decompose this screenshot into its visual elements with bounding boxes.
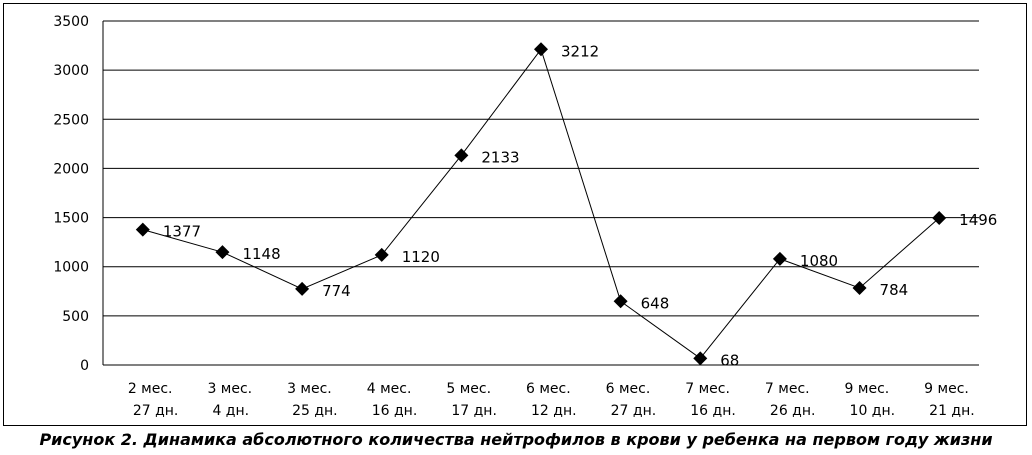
chart-frame — [3, 3, 1027, 426]
x-tick-label: 17 дн. — [451, 403, 497, 419]
figure-caption: Рисунок 2. Динамика абсолютного количест… — [39, 430, 993, 449]
data-label: 1377 — [163, 223, 201, 241]
data-label: 774 — [322, 282, 351, 300]
data-label: 3212 — [561, 42, 599, 60]
y-tick-label: 1000 — [53, 260, 89, 276]
y-tick-label: 1500 — [53, 211, 89, 227]
x-tick-label: 9 мес. — [924, 381, 969, 397]
data-label: 2133 — [481, 148, 519, 166]
x-tick-label: 5 мес. — [446, 381, 491, 397]
x-tick-label: 21 дн. — [929, 403, 975, 419]
x-tick-label: 7 мес. — [765, 381, 810, 397]
data-point-marker — [932, 210, 947, 225]
x-tick-label: 6 мес. — [526, 381, 571, 397]
data-label: 1120 — [402, 248, 440, 266]
x-tick-label: 16 дн. — [690, 403, 736, 419]
data-point-marker — [374, 247, 389, 262]
x-tick-label: 4 мес. — [367, 381, 412, 397]
x-tick-label: 27 дн. — [133, 403, 179, 419]
x-tick-label: 3 мес. — [287, 381, 332, 397]
data-point-marker — [613, 294, 628, 309]
data-point-marker — [693, 351, 708, 366]
series-line — [142, 48, 940, 359]
x-tick-label: 16 дн. — [372, 403, 418, 419]
x-tick-label: 10 дн. — [850, 403, 896, 419]
x-tick-label: 4 дн. — [212, 403, 249, 419]
data-label: 1496 — [959, 211, 997, 229]
y-tick-label: 3500 — [53, 14, 89, 30]
x-tick-label: 9 мес. — [845, 381, 890, 397]
data-label: 1080 — [800, 252, 838, 270]
y-tick-label: 2500 — [53, 112, 89, 128]
x-tick-label: 27 дн. — [611, 403, 657, 419]
x-tick-label: 12 дн. — [531, 403, 577, 419]
data-label: 648 — [641, 294, 670, 312]
x-tick-label: 3 мес. — [207, 381, 252, 397]
data-point-marker — [772, 251, 787, 266]
data-point-marker — [215, 245, 230, 260]
x-tick-label: 6 мес. — [606, 381, 651, 397]
x-tick-label: 26 дн. — [770, 403, 816, 419]
x-tick-label: 7 мес. — [685, 381, 730, 397]
y-tick-label: 2000 — [53, 161, 89, 177]
data-point-marker — [852, 280, 867, 295]
y-tick-label: 3000 — [53, 63, 89, 79]
x-tick-label: 25 дн. — [292, 403, 338, 419]
y-tick-label: 500 — [62, 309, 89, 325]
x-tick-label: 2 мес. — [128, 381, 173, 397]
data-label: 1148 — [242, 245, 280, 263]
data-point-marker — [454, 148, 469, 163]
data-point-marker — [295, 281, 310, 296]
line-chart: 0 500 1000 1500 2000 2500 3000 3500 2 мес. 27 дн.… — [53, 14, 997, 419]
data-label: 68 — [720, 351, 739, 369]
data-label: 784 — [880, 281, 909, 299]
data-point-marker — [534, 42, 548, 57]
data-point-marker — [135, 222, 150, 237]
y-tick-label: 0 — [80, 358, 89, 374]
